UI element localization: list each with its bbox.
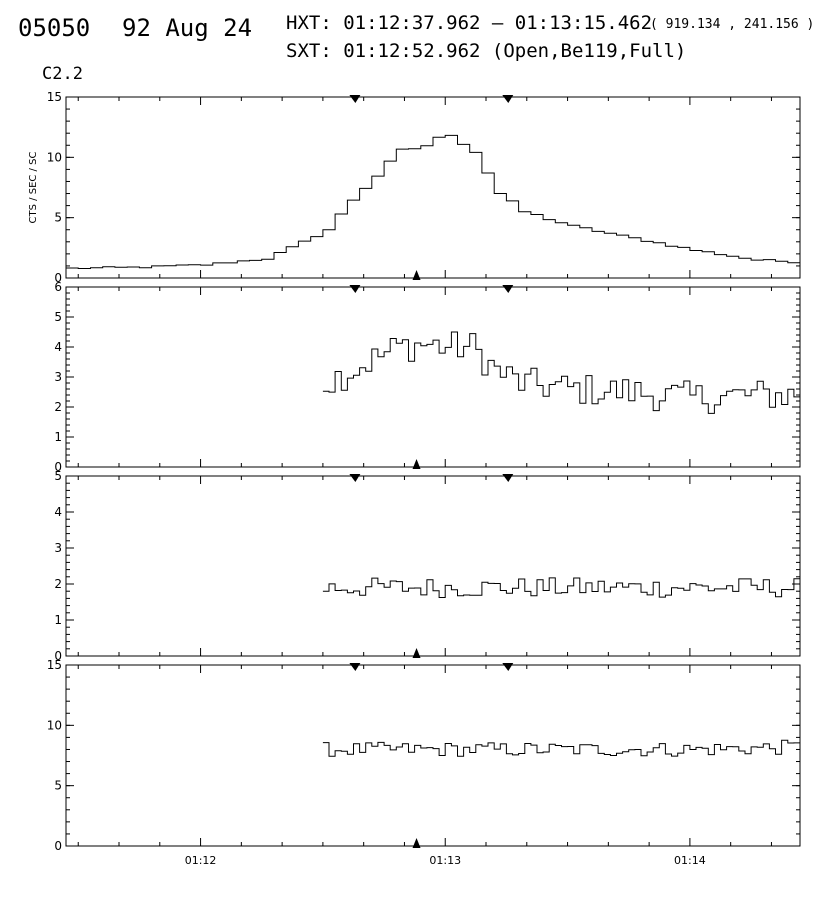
light-curve-series bbox=[322, 577, 800, 598]
sxt-marker-triangle bbox=[412, 270, 421, 280]
y-tick-label: 1 bbox=[54, 430, 62, 444]
observation-date: 92 Aug 24 bbox=[122, 14, 253, 42]
time-marker-triangle bbox=[502, 95, 514, 103]
y-tick-label: 3 bbox=[54, 541, 62, 555]
x-tick-label: 01:13 bbox=[429, 854, 461, 867]
y-tick-label: 15 bbox=[47, 658, 62, 672]
sxt-marker-triangle bbox=[412, 838, 421, 848]
sxt-marker-triangle bbox=[412, 459, 421, 469]
event-id: 05050 bbox=[18, 14, 91, 42]
time-marker-triangle bbox=[349, 663, 361, 671]
x-tick-label: 01:12 bbox=[185, 854, 217, 867]
plot-frame bbox=[65, 664, 801, 847]
hxt-time-range: HXT: 01:12:37.962 – 01:13:15.462 bbox=[286, 12, 653, 34]
sxt-marker-triangle bbox=[412, 648, 421, 658]
y-tick-label: 2 bbox=[54, 400, 62, 414]
plot-frame bbox=[65, 286, 801, 468]
y-tick-label: 10 bbox=[47, 718, 62, 732]
time-marker-triangle bbox=[502, 285, 514, 293]
x-tick-label: 01:14 bbox=[674, 854, 706, 867]
y-tick-label: 4 bbox=[54, 505, 62, 519]
y-tick-label: 4 bbox=[54, 340, 62, 354]
sxt-time-info: SXT: 01:12:52.962 (Open,Be119,Full) bbox=[286, 40, 687, 62]
y-tick-label: 15 bbox=[47, 90, 62, 104]
time-marker-triangle bbox=[502, 663, 514, 671]
y-tick-label: 5 bbox=[54, 469, 62, 483]
light-curve-series bbox=[322, 331, 800, 414]
y-axis-label: CTS / SEC / SC bbox=[28, 152, 39, 224]
y-tick-label: 6 bbox=[54, 280, 62, 294]
y-tick-label: 1 bbox=[54, 613, 62, 627]
y-tick-label: 0 bbox=[54, 271, 62, 285]
chart-panel-1: 0 5 10 15 CTS / SEC / SC bbox=[28, 90, 801, 285]
y-tick-label: 5 bbox=[54, 310, 62, 324]
time-marker-triangle bbox=[349, 95, 361, 103]
plot-frame bbox=[65, 96, 801, 279]
time-marker-triangle bbox=[349, 285, 361, 293]
y-tick-label: 0 bbox=[54, 839, 62, 853]
light-curve-series bbox=[322, 739, 800, 757]
y-tick-label: 5 bbox=[54, 779, 62, 793]
time-marker-triangle bbox=[502, 474, 514, 482]
y-tick-label: 2 bbox=[54, 577, 62, 591]
y-tick-label: 5 bbox=[54, 211, 62, 225]
y-tick-label: 0 bbox=[54, 460, 62, 474]
chart-panel-4: 0 5 10 15 01:12 01:13 01:14 bbox=[47, 658, 801, 867]
light-curve-series bbox=[66, 134, 800, 269]
time-marker-triangle bbox=[349, 474, 361, 482]
plot-frame bbox=[65, 475, 801, 657]
y-tick-label: 3 bbox=[54, 370, 62, 384]
y-tick-label: 0 bbox=[54, 649, 62, 663]
y-tick-label: 10 bbox=[47, 150, 62, 164]
chart-panel-2: 0 1 2 3 4 5 6 bbox=[54, 280, 801, 474]
chart-panel-3: 0 1 2 3 4 5 bbox=[54, 469, 801, 663]
position-coordinates: ( 919.134 , 241.156 ) bbox=[650, 17, 815, 32]
flare-class: C2.2 bbox=[42, 64, 83, 84]
